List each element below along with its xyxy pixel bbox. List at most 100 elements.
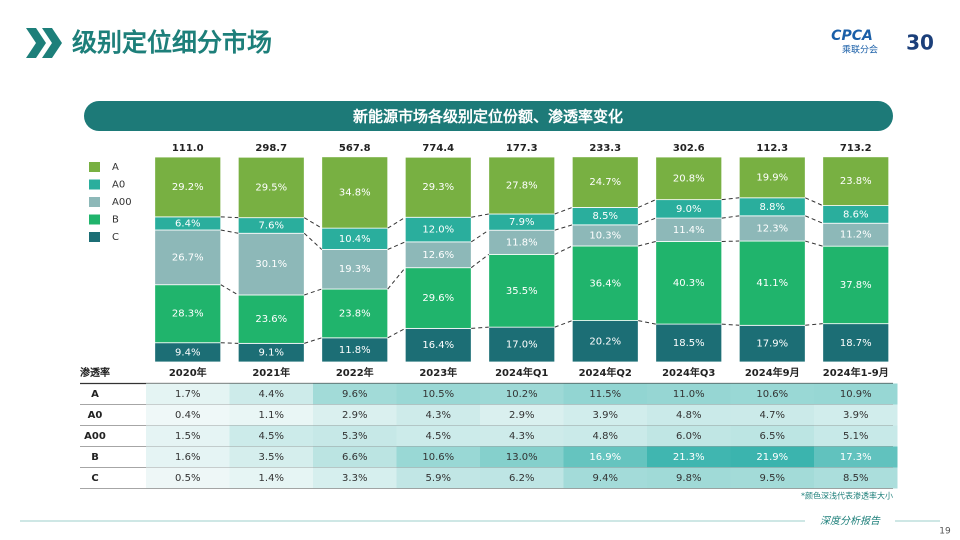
segment-label: 8.5% (593, 211, 618, 222)
legend-swatch (89, 214, 100, 225)
cell-label: 4.5% (426, 431, 451, 442)
segment-label: 11.8% (339, 345, 371, 356)
segment-label: 7.9% (509, 217, 534, 228)
heat-cell (229, 383, 313, 405)
cell-label: 9.5% (760, 473, 785, 484)
connector (805, 197, 823, 207)
connector (805, 240, 823, 247)
heat-cell (563, 446, 647, 468)
total-label: 112.3 (756, 143, 788, 154)
heat-cell (480, 404, 564, 426)
connector (220, 229, 239, 234)
heat-cell (730, 446, 814, 468)
connector (471, 326, 489, 329)
cell-label: 2.9% (342, 410, 367, 421)
segment-label: 34.8% (339, 187, 371, 198)
segment-label: 9.0% (676, 204, 701, 215)
connector (638, 199, 656, 208)
segment-label: 28.3% (172, 309, 204, 320)
heat-cell (229, 425, 313, 447)
column-header: 2024年Q3 (662, 366, 715, 379)
heat-cell (563, 404, 647, 426)
legend-label: C (112, 232, 119, 243)
connector (721, 323, 740, 326)
cell-label: 13.0% (506, 452, 538, 463)
bar-segment (321, 337, 389, 363)
cell-label: 10.6% (422, 452, 454, 463)
column-header: 2024年1-9月 (823, 366, 889, 379)
segment-label: 8.6% (843, 209, 868, 220)
cell-label: 3.9% (593, 410, 618, 421)
heat-cell (730, 383, 814, 405)
heat-cell (313, 467, 397, 489)
bar-segment (488, 156, 556, 215)
bar-segment (655, 156, 723, 201)
segment-label: 41.1% (756, 278, 788, 289)
total-label: 713.2 (840, 143, 872, 154)
heat-cell (313, 383, 397, 405)
cell-label: 4.7% (760, 410, 785, 421)
bar-segment (237, 156, 305, 219)
connector (304, 337, 322, 344)
segment-label: 12.6% (422, 250, 454, 261)
segment-label: 35.5% (506, 286, 538, 297)
cell-label: 11.0% (673, 389, 705, 400)
heat-cell (563, 467, 647, 489)
segment-label: 9.1% (259, 348, 284, 359)
connector (721, 197, 740, 201)
segment-label: 23.6% (255, 314, 287, 325)
heat-cell (396, 383, 480, 405)
connector (387, 267, 406, 290)
cell-label: 9.8% (676, 473, 701, 484)
heat-cell (814, 383, 898, 405)
heat-cell (814, 467, 898, 489)
cell-label: 5.1% (843, 431, 868, 442)
cell-label: 4.5% (259, 431, 284, 442)
heat-cell (730, 404, 814, 426)
connector (471, 213, 489, 218)
connector (554, 224, 573, 231)
cell-label: 8.5% (843, 473, 868, 484)
column-header: 2020年 (169, 366, 207, 379)
legend-swatch (89, 232, 100, 242)
segment-label: 19.9% (756, 172, 788, 183)
heat-cell (396, 446, 480, 468)
segment-label: 29.6% (422, 293, 454, 304)
bar-segment (655, 323, 723, 363)
bar-segment (404, 327, 472, 363)
heat-cell (396, 425, 480, 447)
heat-cell (396, 404, 480, 426)
logo-badge: 30 (906, 31, 934, 55)
segment-label: 26.7% (172, 252, 204, 263)
heat-cell (480, 446, 564, 468)
segment-label: 11.2% (840, 230, 872, 241)
bar-segment (488, 326, 556, 363)
cell-label: 16.9% (589, 452, 621, 463)
legend-label: A0 (112, 180, 125, 191)
segment-label: 11.4% (673, 225, 705, 236)
bar-segment (571, 245, 639, 321)
connector (470, 229, 490, 243)
connector (220, 284, 239, 296)
footnote: *颜色深浅代表渗透率大小 (801, 491, 893, 501)
heat-cell (229, 404, 313, 426)
chevron (42, 28, 62, 58)
cell-label: 6.0% (676, 431, 701, 442)
cell-label: 10.9% (840, 389, 872, 400)
column-header: 2021年 (252, 366, 290, 379)
legend-label: B (112, 215, 119, 226)
segment-label: 36.4% (589, 278, 621, 289)
connector (303, 217, 323, 229)
heat-cell (313, 425, 397, 447)
chart-title-banner (84, 101, 893, 131)
bar-segment (738, 156, 806, 199)
heat-cell (480, 383, 564, 405)
cell-label: 5.3% (342, 431, 367, 442)
heat-cell (146, 467, 230, 489)
heat-cell (563, 425, 647, 447)
row-header: A (91, 389, 99, 400)
connector (304, 288, 322, 296)
bar-segment (404, 267, 472, 329)
heat-cell (647, 383, 731, 405)
